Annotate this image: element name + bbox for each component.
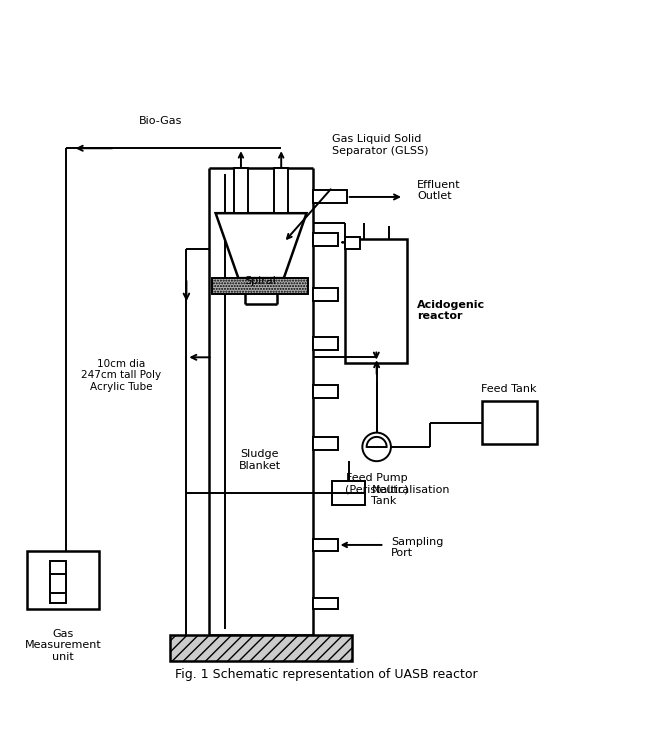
Bar	[333, 480, 365, 506]
Text: Gas Liquid Solid
Separator (GLSS): Gas Liquid Solid Separator (GLSS)	[333, 134, 429, 156]
Bar	[274, 168, 288, 213]
Bar	[234, 168, 248, 213]
Text: Feed Tank: Feed Tank	[481, 384, 537, 393]
Bar	[313, 232, 338, 246]
Bar	[346, 239, 407, 362]
Bar	[213, 278, 308, 294]
Text: Bio-Gas: Bio-Gas	[139, 116, 182, 125]
Bar	[482, 401, 537, 444]
Text: Acidogenic
reactor: Acidogenic reactor	[417, 300, 485, 321]
Text: Sludge
Blanket: Sludge Blanket	[239, 449, 281, 471]
Bar	[313, 539, 338, 551]
Circle shape	[363, 432, 391, 461]
Text: Effluent
Outlet: Effluent Outlet	[417, 179, 460, 201]
Bar	[27, 551, 98, 609]
Bar	[170, 635, 352, 661]
Text: Spiral: Spiral	[244, 276, 276, 286]
Bar	[313, 337, 338, 350]
Bar	[50, 573, 67, 593]
Bar	[313, 598, 338, 609]
Bar	[346, 237, 360, 249]
Polygon shape	[216, 213, 306, 278]
Text: Gas
Measurement
unit: Gas Measurement unit	[25, 629, 102, 662]
Bar	[313, 288, 338, 301]
Bar	[50, 561, 67, 603]
Text: Sampling
Port: Sampling Port	[391, 537, 443, 559]
Bar	[313, 190, 347, 204]
Text: Fig. 1 Schematic representation of UASB reactor: Fig. 1 Schematic representation of UASB …	[175, 668, 477, 680]
Text: Feed Pump
(Peristaltic): Feed Pump (Peristaltic)	[345, 473, 408, 494]
Bar	[313, 437, 338, 450]
Text: 10cm dia
247cm tall Poly
Acrylic Tube: 10cm dia 247cm tall Poly Acrylic Tube	[82, 359, 162, 392]
Text: Neutralisation
Tank: Neutralisation Tank	[372, 485, 450, 506]
Bar	[313, 385, 338, 399]
